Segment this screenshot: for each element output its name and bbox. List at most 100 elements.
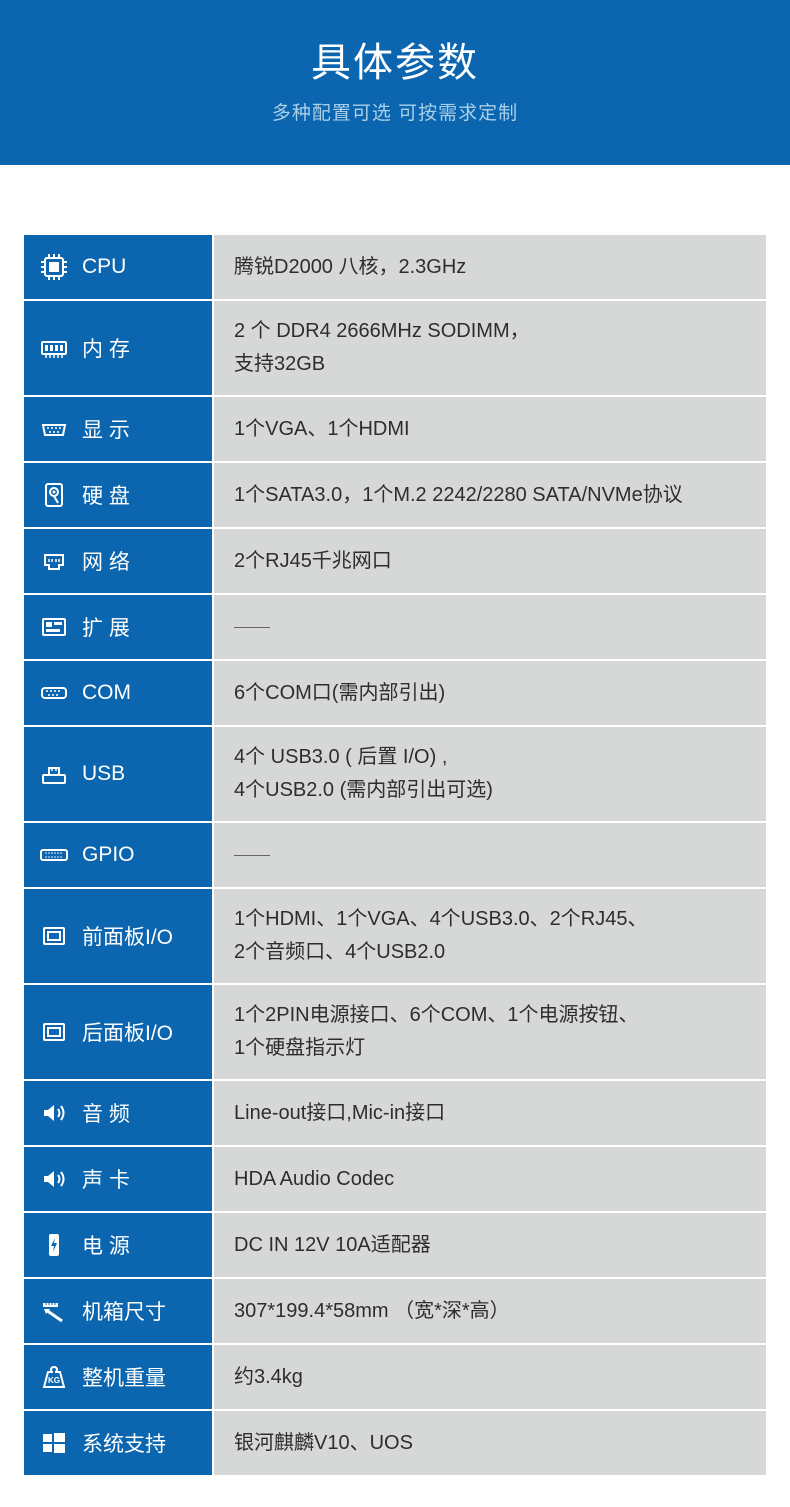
spec-row: COM 6个COM口(需内部引出)	[24, 661, 766, 727]
label-text: GPIO	[82, 843, 135, 867]
spec-value: Line-out接口,Mic-in接口	[214, 1081, 766, 1145]
spec-label: GPIO	[24, 823, 214, 887]
label-text: 机箱尺寸	[82, 1296, 166, 1326]
spec-value: 6个COM口(需内部引出)	[214, 661, 766, 725]
label-text: 前面板I/O	[82, 921, 173, 951]
label-text: 音 频	[82, 1098, 130, 1128]
spec-value: 约3.4kg	[214, 1345, 766, 1409]
cpu-icon	[36, 249, 72, 285]
spec-label: 网 络	[24, 529, 214, 593]
spec-row: CPU 腾锐D2000 八核，2.3GHz	[24, 235, 766, 301]
value-text: Line-out接口,Mic-in接口	[234, 1097, 445, 1130]
value-text: 约3.4kg	[234, 1361, 303, 1394]
spec-value: 1个2PIN电源接口、6个COM、1个电源按钮、1个硬盘指示灯	[214, 985, 766, 1079]
spec-label: 整机重量	[24, 1345, 214, 1409]
value-text: 4个 USB3.0 ( 后置 I/O) ,4个USB2.0 (需内部引出可选)	[234, 741, 493, 807]
label-text: 显 示	[82, 414, 130, 444]
usb-icon	[36, 756, 72, 792]
spec-label: 前面板I/O	[24, 889, 214, 983]
spec-value	[214, 823, 766, 887]
spec-value: HDA Audio Codec	[214, 1147, 766, 1211]
label-text: 电 源	[82, 1230, 130, 1260]
panel-icon	[36, 918, 72, 954]
spec-label: 声 卡	[24, 1147, 214, 1211]
gpio-icon	[36, 837, 72, 873]
label-text: 后面板I/O	[82, 1017, 173, 1047]
spec-label: 显 示	[24, 397, 214, 461]
value-text: DC IN 12V 10A适配器	[234, 1229, 431, 1262]
spec-label: USB	[24, 727, 214, 821]
spec-row: 内 存 2 个 DDR4 2666MHz SODIMM，支持32GB	[24, 301, 766, 397]
size-icon	[36, 1293, 72, 1329]
spec-value: 2个RJ45千兆网口	[214, 529, 766, 593]
value-text: 2个RJ45千兆网口	[234, 545, 392, 578]
spec-row: 机箱尺寸 307*199.4*58mm （宽*深*高）	[24, 1279, 766, 1345]
dash-icon	[234, 855, 270, 856]
header-title: 具体参数	[0, 30, 790, 88]
spec-label: 电 源	[24, 1213, 214, 1277]
spec-value	[214, 595, 766, 659]
spec-label: 扩 展	[24, 595, 214, 659]
spec-label: 硬 盘	[24, 463, 214, 527]
header-subtitle: 多种配置可选 可按需求定制	[0, 98, 790, 125]
value-text: 6个COM口(需内部引出)	[234, 677, 445, 710]
value-text: HDA Audio Codec	[234, 1163, 394, 1196]
spec-label: CPU	[24, 235, 214, 299]
spec-label: COM	[24, 661, 214, 725]
spec-value: 1个SATA3.0，1个M.2 2242/2280 SATA/NVMe协议	[214, 463, 766, 527]
spec-row: GPIO	[24, 823, 766, 889]
spec-value: 307*199.4*58mm （宽*深*高）	[214, 1279, 766, 1343]
spec-row: 前面板I/O 1个HDMI、1个VGA、4个USB3.0、2个RJ45、2个音频口…	[24, 889, 766, 985]
power-icon	[36, 1227, 72, 1263]
spec-label: 后面板I/O	[24, 985, 214, 1079]
header: 具体参数 多种配置可选 可按需求定制	[0, 0, 790, 165]
dash-icon	[234, 627, 270, 628]
spec-value: 1个HDMI、1个VGA、4个USB3.0、2个RJ45、2个音频口、4个USB…	[214, 889, 766, 983]
label-text: 扩 展	[82, 612, 130, 642]
spec-row: 后面板I/O 1个2PIN电源接口、6个COM、1个电源按钮、1个硬盘指示灯	[24, 985, 766, 1081]
spec-row: USB 4个 USB3.0 ( 后置 I/O) ,4个USB2.0 (需内部引出可…	[24, 727, 766, 823]
label-text: CPU	[82, 255, 126, 279]
expand-icon	[36, 609, 72, 645]
audio-icon	[36, 1161, 72, 1197]
spec-row: 硬 盘 1个SATA3.0，1个M.2 2242/2280 SATA/NVMe协议	[24, 463, 766, 529]
com-icon	[36, 675, 72, 711]
os-icon	[36, 1425, 72, 1461]
value-text: 2 个 DDR4 2666MHz SODIMM，支持32GB	[234, 315, 530, 381]
label-text: 系统支持	[82, 1428, 166, 1458]
spec-label: 系统支持	[24, 1411, 214, 1475]
label-text: 声 卡	[82, 1164, 130, 1194]
weight-icon	[36, 1359, 72, 1395]
value-text: 1个VGA、1个HDMI	[234, 413, 410, 446]
spec-value: 1个VGA、1个HDMI	[214, 397, 766, 461]
value-text: 307*199.4*58mm （宽*深*高）	[234, 1295, 510, 1328]
value-text: 腾锐D2000 八核，2.3GHz	[234, 251, 466, 284]
spec-row: 扩 展	[24, 595, 766, 661]
spec-label: 机箱尺寸	[24, 1279, 214, 1343]
spec-value: DC IN 12V 10A适配器	[214, 1213, 766, 1277]
label-text: 网 络	[82, 546, 130, 576]
spec-row: 整机重量 约3.4kg	[24, 1345, 766, 1411]
value-text: 1个HDMI、1个VGA、4个USB3.0、2个RJ45、2个音频口、4个USB…	[234, 903, 647, 969]
spec-row: 电 源 DC IN 12V 10A适配器	[24, 1213, 766, 1279]
spec-row: 系统支持银河麒麟V10、UOS	[24, 1411, 766, 1477]
spec-label: 内 存	[24, 301, 214, 395]
panel-icon	[36, 1014, 72, 1050]
spec-table: CPU 腾锐D2000 八核，2.3GHz 内 存 2 个 DDR4 2666MHz …	[0, 165, 790, 1507]
lan-icon	[36, 543, 72, 579]
spec-label: 音 频	[24, 1081, 214, 1145]
label-text: USB	[82, 762, 125, 786]
value-text: 1个2PIN电源接口、6个COM、1个电源按钮、1个硬盘指示灯	[234, 999, 639, 1065]
spec-row: 网 络 2个RJ45千兆网口	[24, 529, 766, 595]
label-text: 硬 盘	[82, 480, 130, 510]
spec-value: 4个 USB3.0 ( 后置 I/O) ,4个USB2.0 (需内部引出可选)	[214, 727, 766, 821]
label-text: COM	[82, 681, 131, 705]
spec-value: 腾锐D2000 八核，2.3GHz	[214, 235, 766, 299]
spec-row: 声 卡 HDA Audio Codec	[24, 1147, 766, 1213]
label-text: 整机重量	[82, 1362, 166, 1392]
value-text: 1个SATA3.0，1个M.2 2242/2280 SATA/NVMe协议	[234, 479, 683, 512]
hdd-icon	[36, 477, 72, 513]
ram-icon	[36, 330, 72, 366]
spec-row: 音 频 Line-out接口,Mic-in接口	[24, 1081, 766, 1147]
label-text: 内 存	[82, 333, 130, 363]
